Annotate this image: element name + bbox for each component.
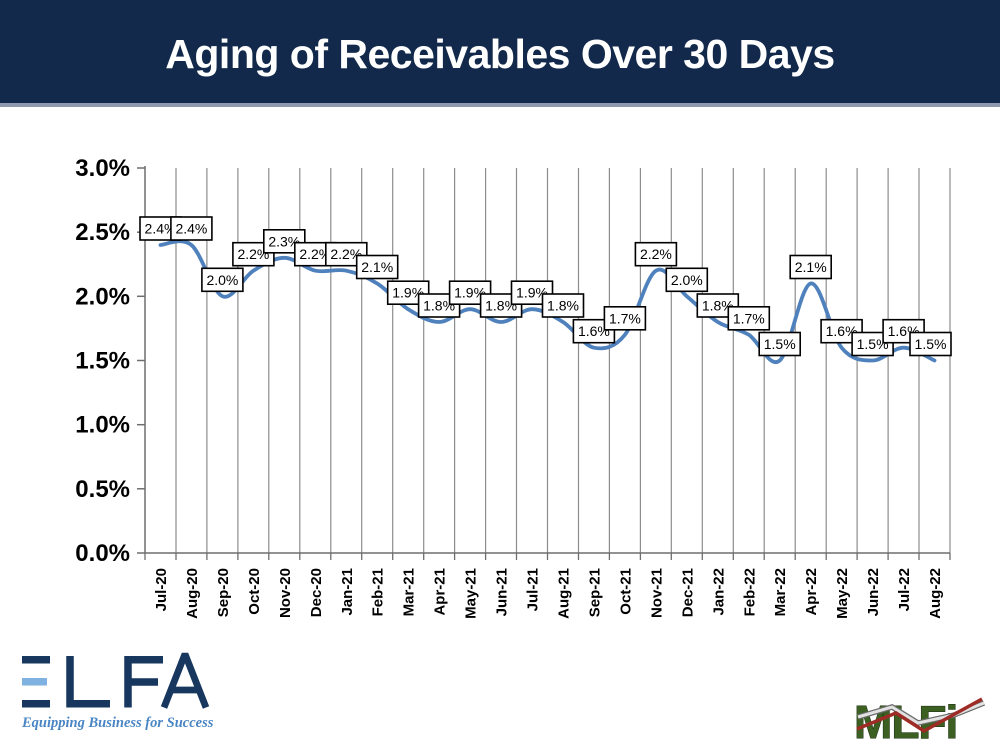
elfa-e-bottom-bar [22, 700, 50, 708]
header: Aging of Receivables Over 30 Days [0, 0, 1000, 107]
x-axis-label: Jul-20 [153, 568, 170, 611]
data-label-box [170, 216, 213, 241]
x-axis-label: Aug-20 [184, 568, 201, 619]
x-axis-label: May-22 [834, 568, 851, 619]
x-axis-label: Sep-21 [586, 568, 603, 617]
x-axis-label: Nov-21 [648, 568, 665, 618]
x-axis-label: Jan-21 [339, 568, 356, 616]
y-axis-label: 3.0% [75, 155, 130, 182]
x-axis-label: Dec-20 [308, 568, 325, 617]
data-label-box [789, 254, 833, 280]
data-label-box [665, 267, 709, 293]
data-label: 2.2% [330, 246, 362, 262]
x-axis-label: Jul-21 [525, 568, 542, 611]
data-label: 1.5% [915, 336, 947, 352]
data-label-box [727, 305, 771, 331]
elfa-letter-l [66, 656, 110, 708]
elfa-e-middle-bar [22, 678, 47, 686]
y-axis-label: 1.5% [75, 348, 130, 375]
data-label-box [758, 331, 802, 357]
data-label: 1.7% [733, 310, 765, 326]
x-axis-label: Jun-21 [494, 568, 511, 616]
x-axis-label: Dec-21 [679, 568, 696, 617]
data-label-box [355, 254, 399, 280]
data-label: 2.4% [175, 221, 207, 237]
data-label: 1.9% [516, 285, 548, 301]
x-axis-label: Jan-22 [710, 568, 727, 616]
data-label: 2.2% [237, 246, 269, 262]
data-label-box [201, 267, 244, 293]
x-axis-label: Apr-22 [803, 568, 820, 616]
x-axis-label: Mar-22 [772, 568, 789, 616]
data-label: 1.7% [609, 310, 641, 326]
x-axis-label: Jun-22 [865, 568, 882, 616]
data-label: 2.1% [795, 259, 827, 275]
x-axis-label: Feb-22 [741, 568, 758, 616]
data-label: 1.9% [454, 285, 486, 301]
data-label: 1.5% [764, 336, 796, 352]
elfa-letter-a [160, 652, 210, 709]
data-label: 2.4% [145, 221, 177, 237]
x-axis-label: May-21 [463, 568, 480, 619]
data-label: 1.6% [578, 323, 610, 339]
elfa-wordmark: Equipping Business for Success [21, 652, 214, 731]
data-label-box [909, 331, 952, 357]
x-axis-label: Aug-22 [927, 568, 944, 619]
x-axis-label: Nov-20 [277, 568, 294, 618]
data-label: 2.0% [206, 272, 238, 288]
elfa-letter-f [124, 655, 163, 708]
data-label: 1.8% [423, 298, 455, 314]
mlfi-logo: MLFi [852, 691, 992, 752]
y-axis-label: 2.5% [75, 219, 130, 246]
data-label-box [634, 241, 678, 267]
elfa-logo: Equipping Business for Success [14, 644, 244, 741]
mlfi-gray-line [857, 701, 985, 725]
mlfi-red-line [856, 697, 983, 734]
data-label: 2.3% [268, 233, 300, 249]
x-axis-label: Jul-22 [896, 568, 913, 611]
x-axis-label: Oct-21 [617, 568, 634, 615]
data-label: 1.5% [857, 336, 889, 352]
data-label: 1.8% [702, 298, 734, 314]
elfa-tagline: Equipping Business for Success [21, 715, 214, 731]
x-axis-label: Oct-20 [246, 568, 263, 615]
data-label-box [603, 305, 647, 331]
x-axis-label: Aug-21 [556, 568, 573, 619]
data-label: 1.8% [547, 298, 579, 314]
data-label: 2.0% [671, 272, 703, 288]
x-axis-label: Apr-21 [432, 568, 449, 616]
elfa-e-top-bar [22, 656, 50, 664]
x-axis-label: Feb-21 [370, 568, 387, 616]
data-label: 2.2% [299, 246, 331, 262]
data-label: 2.2% [640, 246, 672, 262]
data-label: 1.8% [485, 298, 517, 314]
y-axis-label: 1.0% [75, 412, 130, 439]
data-label: 2.1% [361, 259, 393, 275]
y-axis-label: 0.0% [75, 540, 130, 567]
y-axis-label: 2.0% [75, 283, 130, 310]
data-label: 1.9% [392, 285, 424, 301]
page-title: Aging of Receivables Over 30 Days [165, 31, 835, 77]
x-axis-label: Sep-20 [215, 568, 232, 617]
data-label: 1.6% [826, 323, 858, 339]
data-label-box [541, 293, 585, 318]
y-axis-label: 0.5% [75, 476, 130, 503]
mlfi-wordmark: MLFi [854, 696, 986, 749]
x-axis-label: Mar-21 [401, 568, 418, 616]
